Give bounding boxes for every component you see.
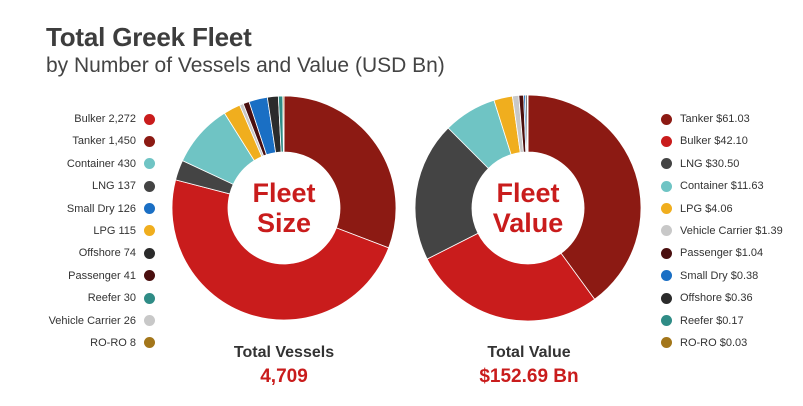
legend-label: RO-RO $0.03 [680, 336, 748, 349]
total-value-value: $152.69 Bn [479, 366, 579, 387]
legend-label: LNG $30.50 [680, 157, 740, 170]
legend-label: RO-RO 8 [90, 336, 136, 349]
legend-swatch [661, 158, 672, 170]
legend-swatch [144, 337, 155, 349]
legend-label: Reefer 30 [87, 292, 136, 305]
slice-size-ro-ro [282, 95, 285, 153]
center-label-size-0: Fleet [252, 178, 315, 208]
legend-swatch [144, 113, 155, 125]
legend-swatch [661, 135, 672, 147]
legend-item-tanker: Tanker $61.03 [661, 110, 801, 128]
chart-title: Total Greek Fleet [46, 22, 252, 52]
legend-label: LNG 137 [91, 180, 136, 193]
legend-label: Small Dry $0.38 [680, 269, 759, 282]
legend-item-tanker: Tanker 1,450 [30, 132, 155, 150]
legend-swatch [661, 337, 672, 349]
legend-label: Bulker 2,272 [74, 113, 136, 125]
legend-item-container: Container $11.63 [661, 177, 801, 195]
fleet-size-legend: Bulker 2,272 Tanker 1,450 Container 430 LNG… [30, 110, 155, 356]
legend-item-lng: LNG 137 [30, 177, 155, 195]
legend-item-lpg: LPG 115 [30, 222, 155, 240]
legend-label: Offshore $0.36 [680, 292, 753, 305]
slice-value-bulker [426, 232, 596, 322]
total-vessels-value: 4,709 [260, 366, 308, 387]
legend-swatch [661, 247, 672, 259]
legend-swatch [661, 225, 672, 237]
legend-swatch [661, 180, 672, 192]
total-value-label: Total Value [487, 344, 571, 361]
slice-size-tanker [283, 95, 397, 249]
legend-item-reefer: Reefer 30 [30, 289, 155, 307]
legend-item-vehicle-carrier: Vehicle Carrier $1.39 [661, 222, 801, 240]
legend-item-offshore: Offshore 74 [30, 244, 155, 262]
legend-item-ro-ro: RO-RO $0.03 [661, 334, 801, 352]
legend-item-lng: LNG $30.50 [661, 155, 801, 173]
legend-label: Tanker 1,450 [72, 135, 136, 148]
legend-label: Tanker $61.03 [680, 113, 750, 125]
legend-swatch [144, 292, 155, 304]
legend-swatch [144, 203, 155, 215]
legend-item-passenger: Passenger 41 [30, 267, 155, 285]
legend-swatch [661, 203, 672, 215]
legend-item-small-dry: Small Dry 126 [30, 200, 155, 218]
center-label-value-1: Value [493, 208, 564, 238]
legend-item-reefer: Reefer $0.17 [661, 312, 801, 330]
legend-item-lpg: LPG $4.06 [661, 200, 801, 218]
legend-item-container: Container 430 [30, 155, 155, 173]
slice-size-bulker [171, 179, 390, 321]
center-label-value-0: Fleet [496, 178, 559, 208]
legend-item-bulker: Bulker $42.10 [661, 132, 801, 150]
legend-label: Passenger $1.04 [680, 247, 764, 260]
legend-label: Bulker $42.10 [680, 135, 748, 148]
legend-label: Passenger 41 [68, 269, 136, 282]
legend-label: Offshore 74 [78, 247, 136, 260]
legend-item-offshore: Offshore $0.36 [661, 289, 801, 307]
total-vessels-label: Total Vessels [233, 344, 335, 361]
center-label-size-1: Size [257, 208, 311, 238]
legend-label: Container $11.63 [680, 180, 764, 193]
legend-label: LPG $4.06 [680, 202, 733, 215]
fleet-value-legend: Tanker $61.03 Bulker $42.10 LNG $30.50 Cont… [661, 110, 801, 356]
legend-swatch [144, 247, 155, 259]
legend-item-passenger: Passenger $1.04 [661, 244, 801, 262]
slice-value-tanker [527, 94, 642, 300]
legend-swatch [144, 315, 155, 327]
legend-swatch [661, 292, 672, 304]
legend-swatch [144, 158, 155, 170]
legend-item-ro-ro: RO-RO 8 [30, 334, 155, 352]
slice-value-lng [414, 127, 490, 260]
legend-label: LPG 115 [93, 224, 136, 237]
chart-subtitle: by Number of Vessels and Value (USD Bn) [46, 54, 445, 77]
legend-label: Vehicle Carrier $1.39 [680, 224, 783, 237]
legend-item-vehicle-carrier: Vehicle Carrier 26 [30, 312, 155, 330]
legend-label: Small Dry 126 [66, 202, 136, 215]
legend-swatch [144, 225, 155, 237]
legend-label: Container 430 [66, 157, 136, 170]
legend-label: Reefer $0.17 [680, 314, 744, 327]
legend-swatch [661, 270, 672, 282]
legend-label: Vehicle Carrier 26 [48, 314, 136, 327]
legend-item-bulker: Bulker 2,272 [30, 110, 155, 128]
legend-swatch [661, 315, 672, 327]
legend-swatch [144, 135, 155, 147]
legend-item-small-dry: Small Dry $0.38 [661, 267, 801, 285]
legend-swatch [144, 270, 155, 282]
legend-swatch [661, 113, 672, 125]
legend-swatch [144, 180, 155, 192]
